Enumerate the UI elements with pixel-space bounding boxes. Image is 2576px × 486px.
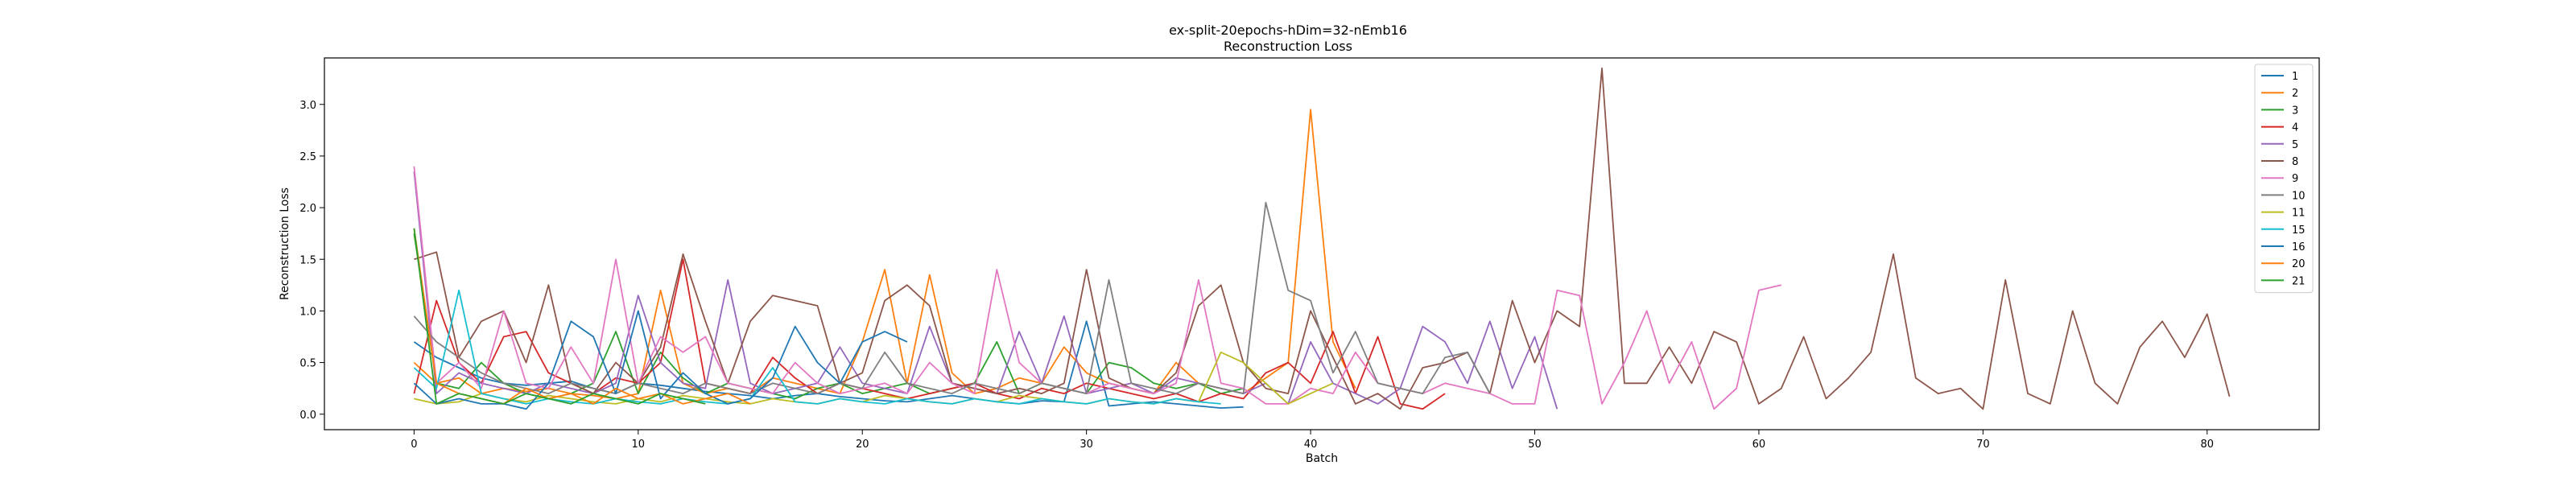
series-line-8 — [414, 67, 2231, 410]
series-line-16 — [413, 310, 908, 410]
x-tick-label: 50 — [1528, 439, 1542, 451]
y-tick-label: 0.0 — [299, 410, 316, 422]
legend-label: 4 — [2292, 122, 2298, 134]
series-line-10 — [413, 201, 1491, 395]
x-tick-label: 40 — [1304, 439, 1318, 451]
y-tick-label: 3.0 — [299, 100, 316, 112]
x-tick-label: 20 — [856, 439, 869, 451]
x-axis-label: Batch — [1306, 452, 1338, 465]
series-line-21 — [413, 228, 706, 405]
legend-label: 21 — [2292, 275, 2306, 287]
x-tick-label: 10 — [632, 439, 646, 451]
legend-label: 8 — [2292, 156, 2298, 168]
chart-title: ex-split-20epochs-hDim=32-nEmb16 — [1169, 23, 1407, 38]
axis-ticks: 0 10 20 30 40 50 60 70 80 0.0 0.5 1.0 1.5 2.0 2.5 3.0 — [299, 100, 2214, 451]
x-tick-label: 60 — [1752, 439, 1766, 451]
x-tick-label: 80 — [2201, 439, 2215, 451]
series-line-5 — [413, 171, 1558, 410]
y-tick-label: 1.5 — [299, 254, 316, 266]
legend-label: 9 — [2292, 173, 2298, 185]
legend-label: 10 — [2292, 190, 2306, 202]
legend-label: 15 — [2292, 224, 2306, 237]
series-line-9 — [413, 166, 1782, 410]
y-tick-label: 1.0 — [299, 306, 316, 318]
chart-subtitle: Reconstruction Loss — [1224, 39, 1352, 54]
series-line-11 — [414, 351, 1334, 405]
legend-label: 5 — [2292, 139, 2298, 151]
x-tick-label: 0 — [411, 439, 417, 451]
legend-label: 1 — [2292, 71, 2298, 83]
legend-label: 11 — [2292, 208, 2306, 220]
legend: 1 2 3 4 5 8 9 10 11 15 16 20 21 — [2254, 64, 2314, 294]
x-tick-label: 70 — [1976, 439, 1990, 451]
legend-label: 16 — [2292, 241, 2306, 253]
plot-frame — [324, 57, 2320, 430]
y-axis-label: Reconstruction Loss — [279, 187, 291, 300]
plot-series-layer — [413, 67, 2231, 410]
y-tick-label: 0.5 — [299, 358, 316, 370]
legend-label: 2 — [2292, 88, 2298, 100]
x-tick-label: 30 — [1080, 439, 1093, 451]
y-tick-label: 2.5 — [299, 151, 316, 163]
y-tick-label: 2.0 — [299, 203, 316, 215]
legend-label: 20 — [2292, 258, 2306, 270]
legend-label: 3 — [2292, 105, 2298, 117]
